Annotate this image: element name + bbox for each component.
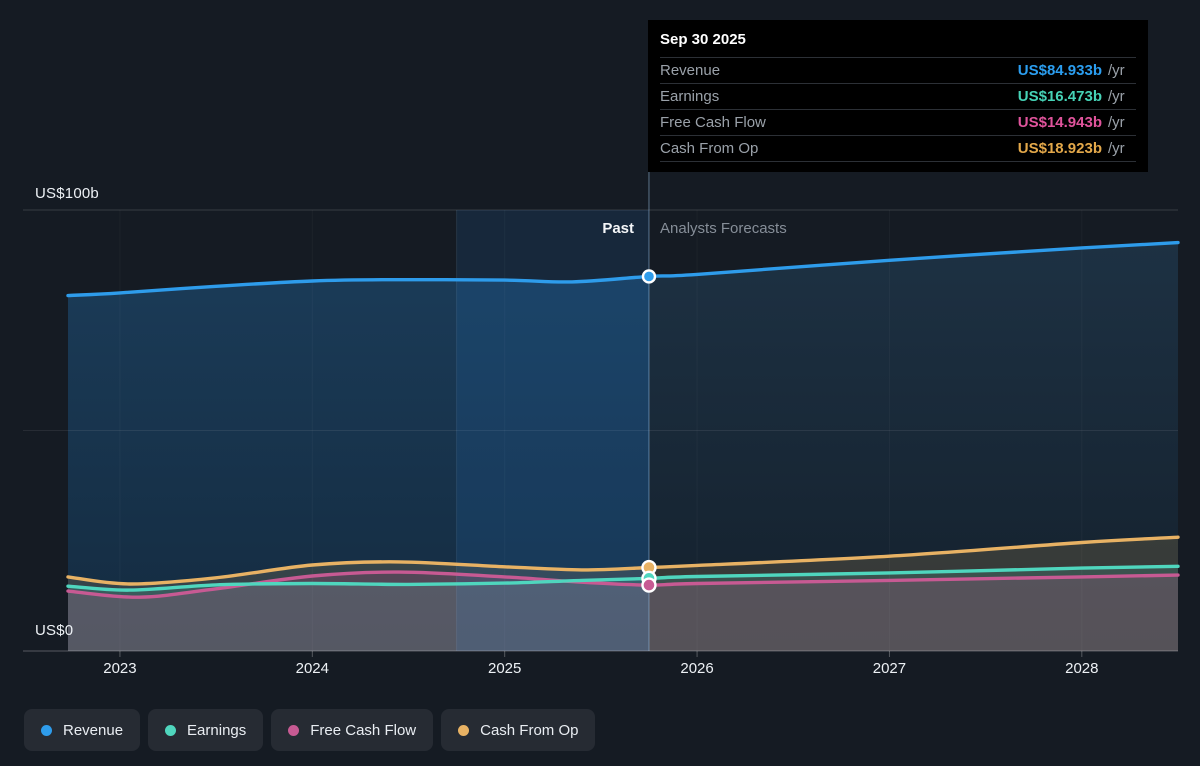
legend-item-fcf[interactable]: Free Cash Flow xyxy=(271,709,434,751)
chart-legend: Revenue Earnings Free Cash Flow Cash From O… xyxy=(24,709,596,751)
legend-label: Free Cash Flow xyxy=(310,721,417,739)
legend-label: Earnings xyxy=(187,721,247,739)
tooltip-value: US$14.943b xyxy=(1017,114,1102,131)
tooltip-label: Cash From Op xyxy=(660,140,759,157)
tooltip-label: Free Cash Flow xyxy=(660,114,766,131)
revenue-marker xyxy=(641,269,657,284)
earnings-area xyxy=(68,566,1178,651)
revenue-legend-dot xyxy=(41,724,52,736)
x-axis-label-2028: 2028 xyxy=(1065,660,1099,677)
y-axis-label-max: US$100b xyxy=(35,185,99,202)
hover-tooltip: Sep 30 2025 Revenue US$84.933b/yr Earnings… xyxy=(648,20,1148,172)
tooltip-unit: /yr xyxy=(1108,62,1125,79)
legend-item-cashop[interactable]: Cash From Op xyxy=(441,709,596,751)
revenue-area-past xyxy=(68,276,649,651)
legend-label: Cash From Op xyxy=(480,721,579,739)
tooltip-row-revenue: Revenue US$84.933b/yr xyxy=(660,57,1136,83)
x-axis-label-2024: 2024 xyxy=(295,660,329,677)
tooltip-value: US$18.923b xyxy=(1017,140,1102,157)
tooltip-unit: /yr xyxy=(1108,114,1125,131)
tooltip-label: Earnings xyxy=(660,88,720,105)
tooltip-row-fcf: Free Cash Flow US$14.943b/yr xyxy=(660,109,1136,135)
earnings-legend-dot xyxy=(165,724,177,736)
legend-label: Revenue xyxy=(63,721,124,739)
x-axis-label-2027: 2027 xyxy=(872,660,907,677)
cashop-line xyxy=(66,535,1180,586)
past-section-label: Past xyxy=(602,220,634,237)
x-axis-label-2026: 2026 xyxy=(680,660,714,677)
x-axis-label-2025: 2025 xyxy=(488,660,522,677)
tooltip-value: US$16.473b xyxy=(1017,88,1102,105)
tooltip-date: Sep 30 2025 xyxy=(660,31,746,48)
y-axis-label-zero: US$0 xyxy=(35,622,74,639)
revenue-line xyxy=(66,240,1180,298)
tooltip-unit: /yr xyxy=(1108,88,1125,105)
revenue-area-forecast xyxy=(648,242,1178,651)
tooltip-value: US$84.933b xyxy=(1017,62,1102,79)
earnings-line xyxy=(66,564,1180,592)
forecasts-section-label: Analysts Forecasts xyxy=(660,220,787,237)
tooltip-unit: /yr xyxy=(1108,140,1125,157)
fcf-area xyxy=(68,572,1178,651)
tooltip-row-earnings: Earnings US$16.473b/yr xyxy=(660,83,1136,109)
legend-item-earnings[interactable]: Earnings xyxy=(148,709,264,751)
fcf-marker xyxy=(641,577,657,593)
fcf-legend-dot xyxy=(288,724,300,736)
cashop-legend-dot xyxy=(458,724,470,736)
tooltip-row-cashop: Cash From Op US$18.923b/yr xyxy=(660,135,1136,162)
legend-item-revenue[interactable]: Revenue xyxy=(24,709,141,751)
tooltip-label: Revenue xyxy=(660,62,721,79)
x-axis-label-2023: 2023 xyxy=(103,660,137,677)
cashop-area xyxy=(68,537,1178,651)
